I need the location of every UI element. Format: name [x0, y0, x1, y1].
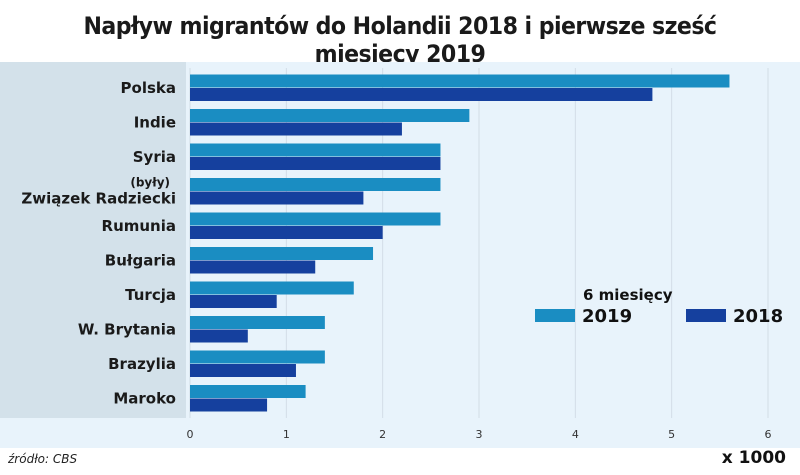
bar-2019-9 [190, 385, 306, 398]
bar-2019-6 [190, 281, 354, 295]
category-label: Bułgaria [105, 252, 176, 270]
label-column [0, 62, 186, 418]
bar-2018-7 [190, 329, 248, 343]
x-tick-label: 6 [765, 428, 772, 441]
x-tick-label: 1 [283, 428, 290, 441]
bar-2019-3 [190, 178, 441, 191]
bar-2019-7 [190, 316, 325, 329]
source-note: źródło: CBS [8, 452, 78, 466]
chart-title: Napływ migrantów do Holandii 2018 i pier… [83, 12, 718, 68]
legend-swatch-2019 [535, 309, 575, 322]
category-label-prefix: (były) [130, 176, 170, 190]
bar-2018-9 [190, 398, 268, 412]
x-tick-label: 3 [476, 428, 483, 441]
x-tick-label: 4 [572, 428, 579, 441]
x-tick-label: 2 [379, 428, 386, 441]
category-label: Turcja [125, 286, 176, 304]
bar-2019-1 [190, 109, 470, 122]
category-label: Związek Radziecki [21, 190, 176, 208]
category-label: Indie [134, 114, 176, 132]
legend-swatch-2018 [686, 309, 726, 322]
category-label: Rumunia [102, 217, 176, 235]
category-label: Brazylia [108, 355, 176, 373]
bar-2018-6 [190, 295, 277, 308]
category-label: Maroko [113, 390, 176, 408]
x-axis-unit: x 1000 [721, 448, 786, 468]
bar-2018-0 [190, 88, 653, 101]
bar-2019-4 [190, 212, 441, 226]
x-tick-label: 0 [187, 428, 194, 441]
legend-label-2018: 2018 [733, 306, 783, 327]
category-label: Polska [121, 79, 176, 97]
bar-2018-4 [190, 226, 383, 239]
bar-2019-0 [190, 74, 730, 88]
bar-2018-5 [190, 260, 316, 274]
bar-2019-5 [190, 247, 374, 260]
bar-2018-1 [190, 122, 402, 136]
bar-2019-2 [190, 143, 441, 157]
bar-2019-8 [190, 350, 325, 364]
bar-2018-2 [190, 157, 441, 170]
category-label: Syria [133, 148, 176, 166]
bar-2018-3 [190, 191, 364, 205]
x-tick-label: 5 [668, 428, 675, 441]
legend-note: 6 miesięcy [583, 286, 673, 304]
category-label: W. Brytania [78, 321, 176, 339]
legend-label-2019: 2019 [582, 306, 632, 327]
bar-2018-8 [190, 364, 296, 377]
